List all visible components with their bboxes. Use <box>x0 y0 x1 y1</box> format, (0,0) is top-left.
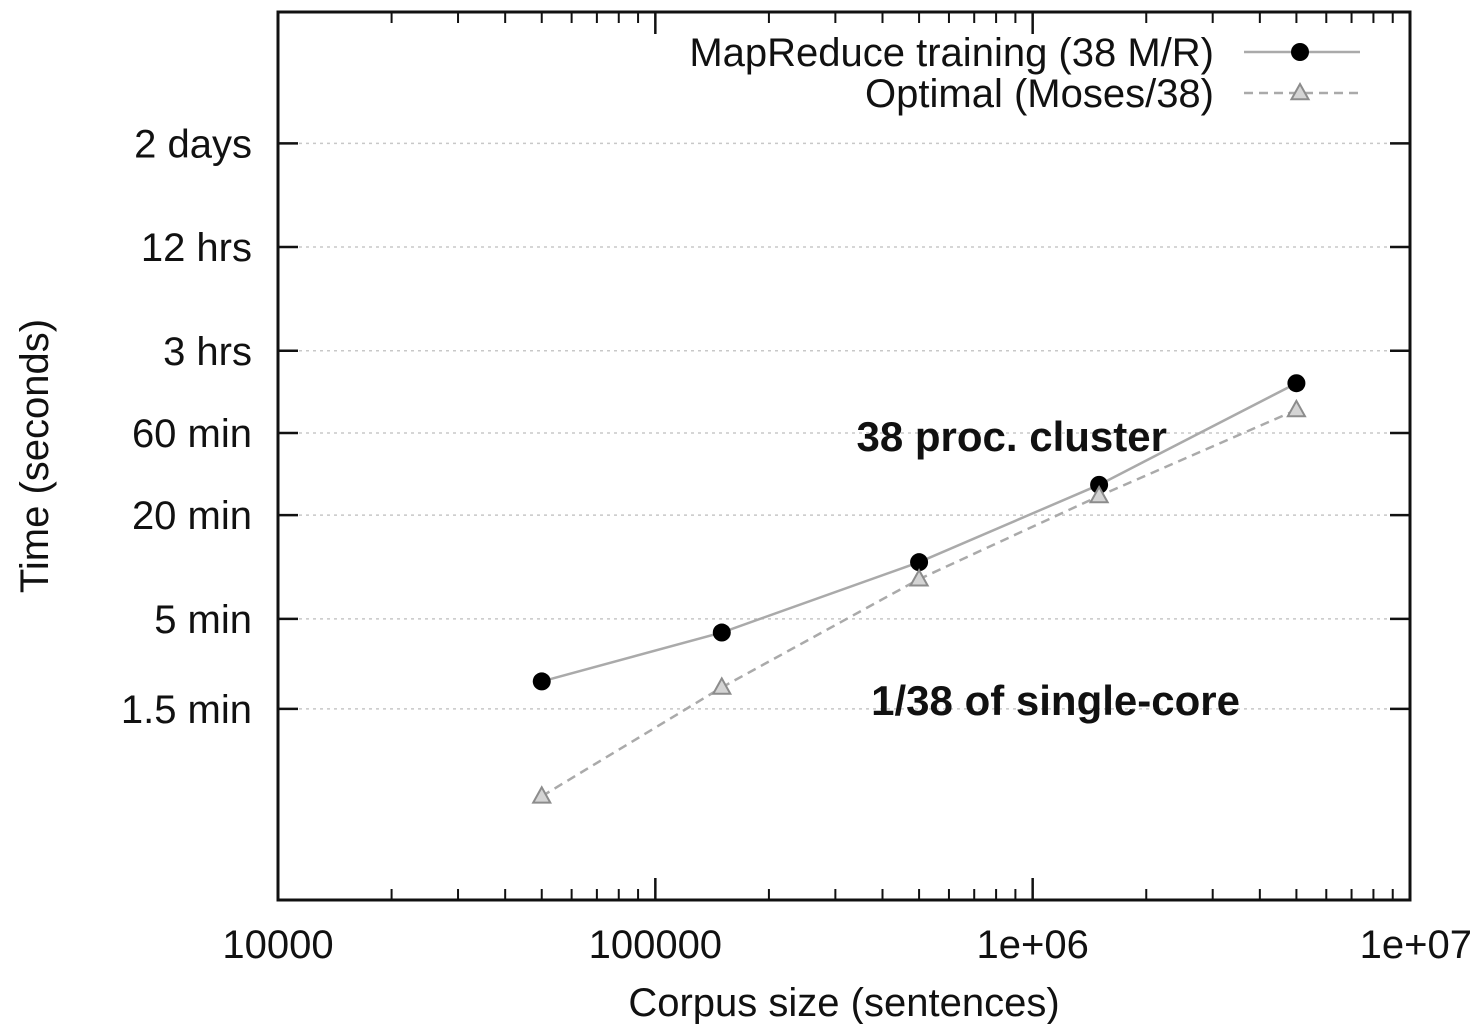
ticklabel-layer: 1.5 min 5 min 20 min 60 min 3 hrs 12 hrs 2 day… <box>121 122 1472 967</box>
y-tick-label: 12 hrs <box>141 226 252 270</box>
x-tick-label: 100000 <box>589 923 722 967</box>
tick-layer <box>276 12 1412 900</box>
y-tick-label: 60 min <box>132 412 252 456</box>
series-line-2 <box>541 408 1297 798</box>
data-point-triangle <box>908 568 930 587</box>
grid-layer <box>278 142 1410 710</box>
legend: MapReduce training (38 M/R)Optimal (Mose… <box>689 31 1360 116</box>
data-point-triangle <box>1088 484 1110 504</box>
legend-label: MapReduce training (38 M/R) <box>689 31 1214 75</box>
y-tick-label: 5 min <box>154 598 252 642</box>
annotation-label: 38 proc. cluster <box>856 413 1166 460</box>
legend-marker-triangle <box>1289 81 1311 101</box>
data-point-triangle <box>1286 398 1307 418</box>
plot-frame <box>276 10 1412 902</box>
y-tick-label: 2 days <box>134 122 252 166</box>
series-layer <box>531 374 1307 804</box>
data-point-triangle <box>531 785 552 804</box>
x-tick-label: 1e+06 <box>976 923 1088 967</box>
legend-marker-circle <box>1291 43 1309 61</box>
x-tick-label: 10000 <box>222 923 333 967</box>
annotation-layer: 38 proc. cluster 1/38 of single-core <box>856 413 1239 724</box>
data-point-circle <box>712 623 731 642</box>
x-axis-title: Corpus size (sentences) <box>628 981 1059 1024</box>
data-point-circle <box>1287 374 1306 393</box>
legend-label: Optimal (Moses/38) <box>865 72 1214 116</box>
data-point-triangle <box>711 676 733 695</box>
data-point-circle <box>910 553 929 572</box>
x-tick-label: 1e+07 <box>1360 923 1472 967</box>
data-point-circle <box>532 672 551 691</box>
y-tick-label: 3 hrs <box>163 330 252 374</box>
data-point-circle <box>1090 475 1109 494</box>
y-tick-label: 1.5 min <box>121 688 252 732</box>
y-axis-title: Time (seconds) <box>13 319 57 593</box>
annotation-label: 1/38 of single-core <box>871 677 1240 724</box>
y-tick-label: 20 min <box>132 494 252 538</box>
